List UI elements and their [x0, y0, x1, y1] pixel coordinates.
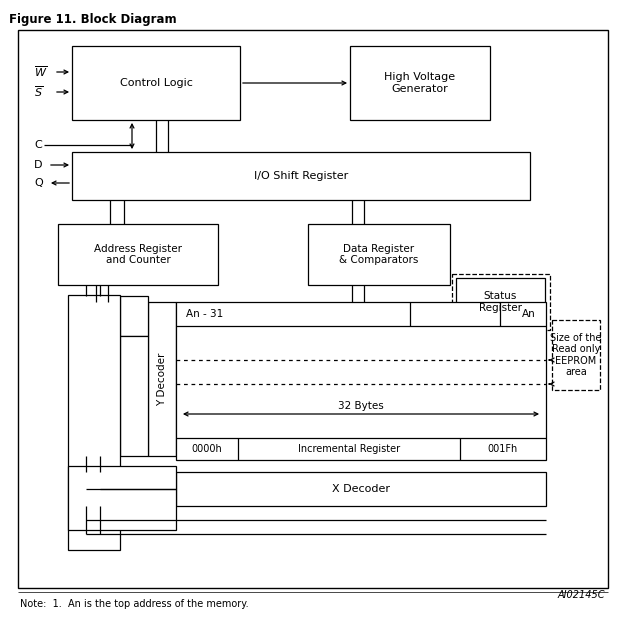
Text: An - 31: An - 31	[186, 309, 223, 319]
Text: Address Register
and Counter: Address Register and Counter	[94, 244, 182, 266]
Bar	[456, 278, 545, 326]
Text: Control Logic: Control Logic	[120, 78, 193, 88]
Text: 32 Bytes: 32 Bytes	[338, 401, 384, 411]
Bar	[308, 224, 450, 285]
Text: Y Decoder: Y Decoder	[157, 352, 167, 406]
Bar	[72, 152, 530, 200]
Bar	[68, 295, 120, 550]
Bar	[58, 224, 218, 285]
Text: C: C	[34, 140, 42, 150]
Text: I/O Shift Register: I/O Shift Register	[254, 171, 348, 181]
Text: Status
Register: Status Register	[479, 291, 522, 313]
Text: Data Register
& Comparators: Data Register & Comparators	[340, 244, 419, 266]
Text: AI02145C: AI02145C	[558, 590, 605, 600]
Bar	[552, 320, 600, 390]
Bar	[120, 296, 148, 336]
Bar	[350, 46, 490, 120]
Text: 0000h: 0000h	[192, 444, 222, 454]
Text: Q: Q	[34, 178, 43, 188]
Bar	[176, 302, 546, 460]
Bar	[72, 46, 240, 120]
Text: Incremental Register: Incremental Register	[298, 444, 400, 454]
Bar	[68, 466, 176, 530]
Text: $\overline{S}$: $\overline{S}$	[34, 85, 43, 100]
Text: High Voltage
Generator: High Voltage Generator	[384, 72, 455, 94]
Text: D: D	[34, 160, 42, 170]
Text: $\overline{W}$: $\overline{W}$	[34, 65, 47, 80]
Bar	[452, 274, 550, 330]
Text: Note:  1.  An is the top address of the memory.: Note: 1. An is the top address of the me…	[20, 599, 249, 609]
Bar	[148, 302, 176, 456]
Text: Figure 11. Block Diagram: Figure 11. Block Diagram	[9, 13, 177, 26]
Bar	[120, 336, 148, 456]
Text: Size of the
Read only
EEPROM
area: Size of the Read only EEPROM area	[550, 333, 602, 378]
Text: 001Fh: 001Fh	[488, 444, 518, 454]
Bar	[176, 472, 546, 506]
Bar	[18, 30, 608, 588]
Text: X Decoder: X Decoder	[332, 484, 390, 494]
Text: An: An	[522, 309, 536, 319]
